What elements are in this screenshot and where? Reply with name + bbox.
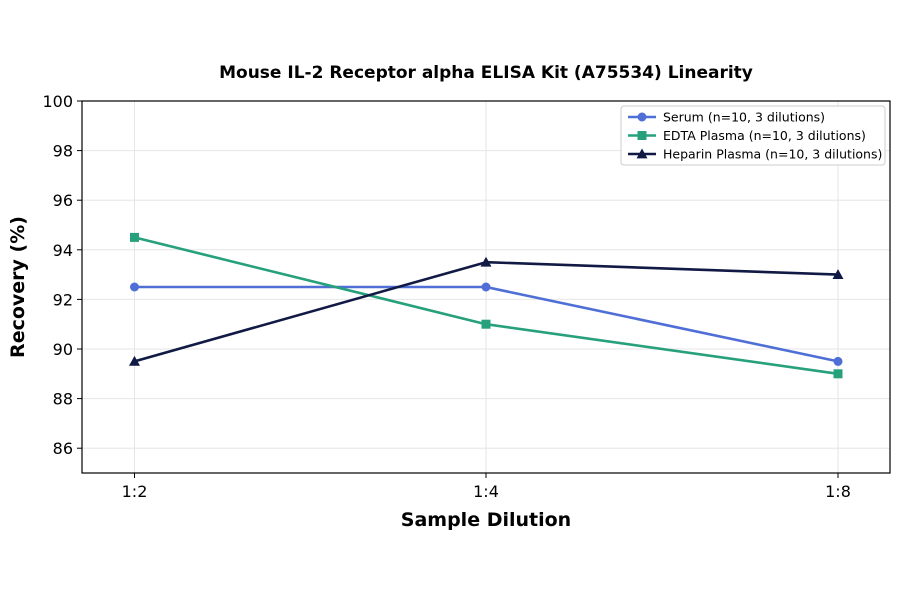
y-tick-label: 98 [53, 142, 73, 161]
legend-marker-edta [637, 131, 647, 140]
data-point-serum [130, 282, 139, 292]
data-point-edta [481, 319, 491, 329]
y-axis-label: Recovery (%) [7, 216, 29, 358]
data-point-heparin [832, 269, 844, 279]
series-edta [130, 232, 843, 379]
y-tick-label: 86 [53, 439, 73, 458]
data-point-edta [833, 369, 843, 379]
data-point-heparin [480, 256, 492, 267]
legend-marker-heparin [636, 148, 648, 159]
chart-title: Mouse IL-2 Receptor alpha ELISA Kit (A75… [219, 63, 753, 83]
y-tick-label: 92 [53, 290, 73, 309]
x-tick-label: 1:8 [825, 482, 851, 501]
x-axis-label: Sample Dilution [401, 509, 571, 531]
data-point-heparin [129, 355, 140, 366]
legend-label-heparin: Heparin Plasma (n=10, 3 dilutions) [663, 147, 882, 162]
series-serum [130, 282, 843, 366]
legend-entry-serum: Serum (n=10, 3 dilutions) [628, 110, 825, 125]
y-tick-label: 94 [53, 241, 73, 260]
series-layer [129, 232, 844, 379]
y-tick-label: 96 [53, 191, 73, 210]
axis-ticks: 86 88 90 92 94 96 98 100 1:2 1:4 1:8 [42, 92, 850, 501]
series-heparin [129, 256, 844, 366]
x-tick-label: 1:4 [473, 482, 499, 501]
x-tick-label: 1:2 [122, 482, 148, 501]
legend: Serum (n=10, 3 dilutions) EDTA Plasma (n=… [620, 105, 886, 166]
y-tick-label: 100 [42, 92, 73, 111]
data-point-serum [481, 282, 491, 292]
legend-entry-edta: EDTA Plasma (n=10, 3 dilutions) [628, 128, 866, 143]
legend-entry-heparin: Heparin Plasma (n=10, 3 dilutions) [628, 147, 882, 162]
y-tick-label: 88 [53, 390, 73, 409]
legend-marker-serum [637, 112, 647, 122]
legend-label-serum: Serum (n=10, 3 dilutions) [663, 110, 825, 125]
data-point-serum [833, 356, 843, 366]
y-tick-label: 90 [53, 340, 73, 359]
legend-box [620, 105, 886, 166]
legend-label-edta: EDTA Plasma (n=10, 3 dilutions) [663, 128, 866, 143]
data-point-edta [130, 232, 139, 242]
